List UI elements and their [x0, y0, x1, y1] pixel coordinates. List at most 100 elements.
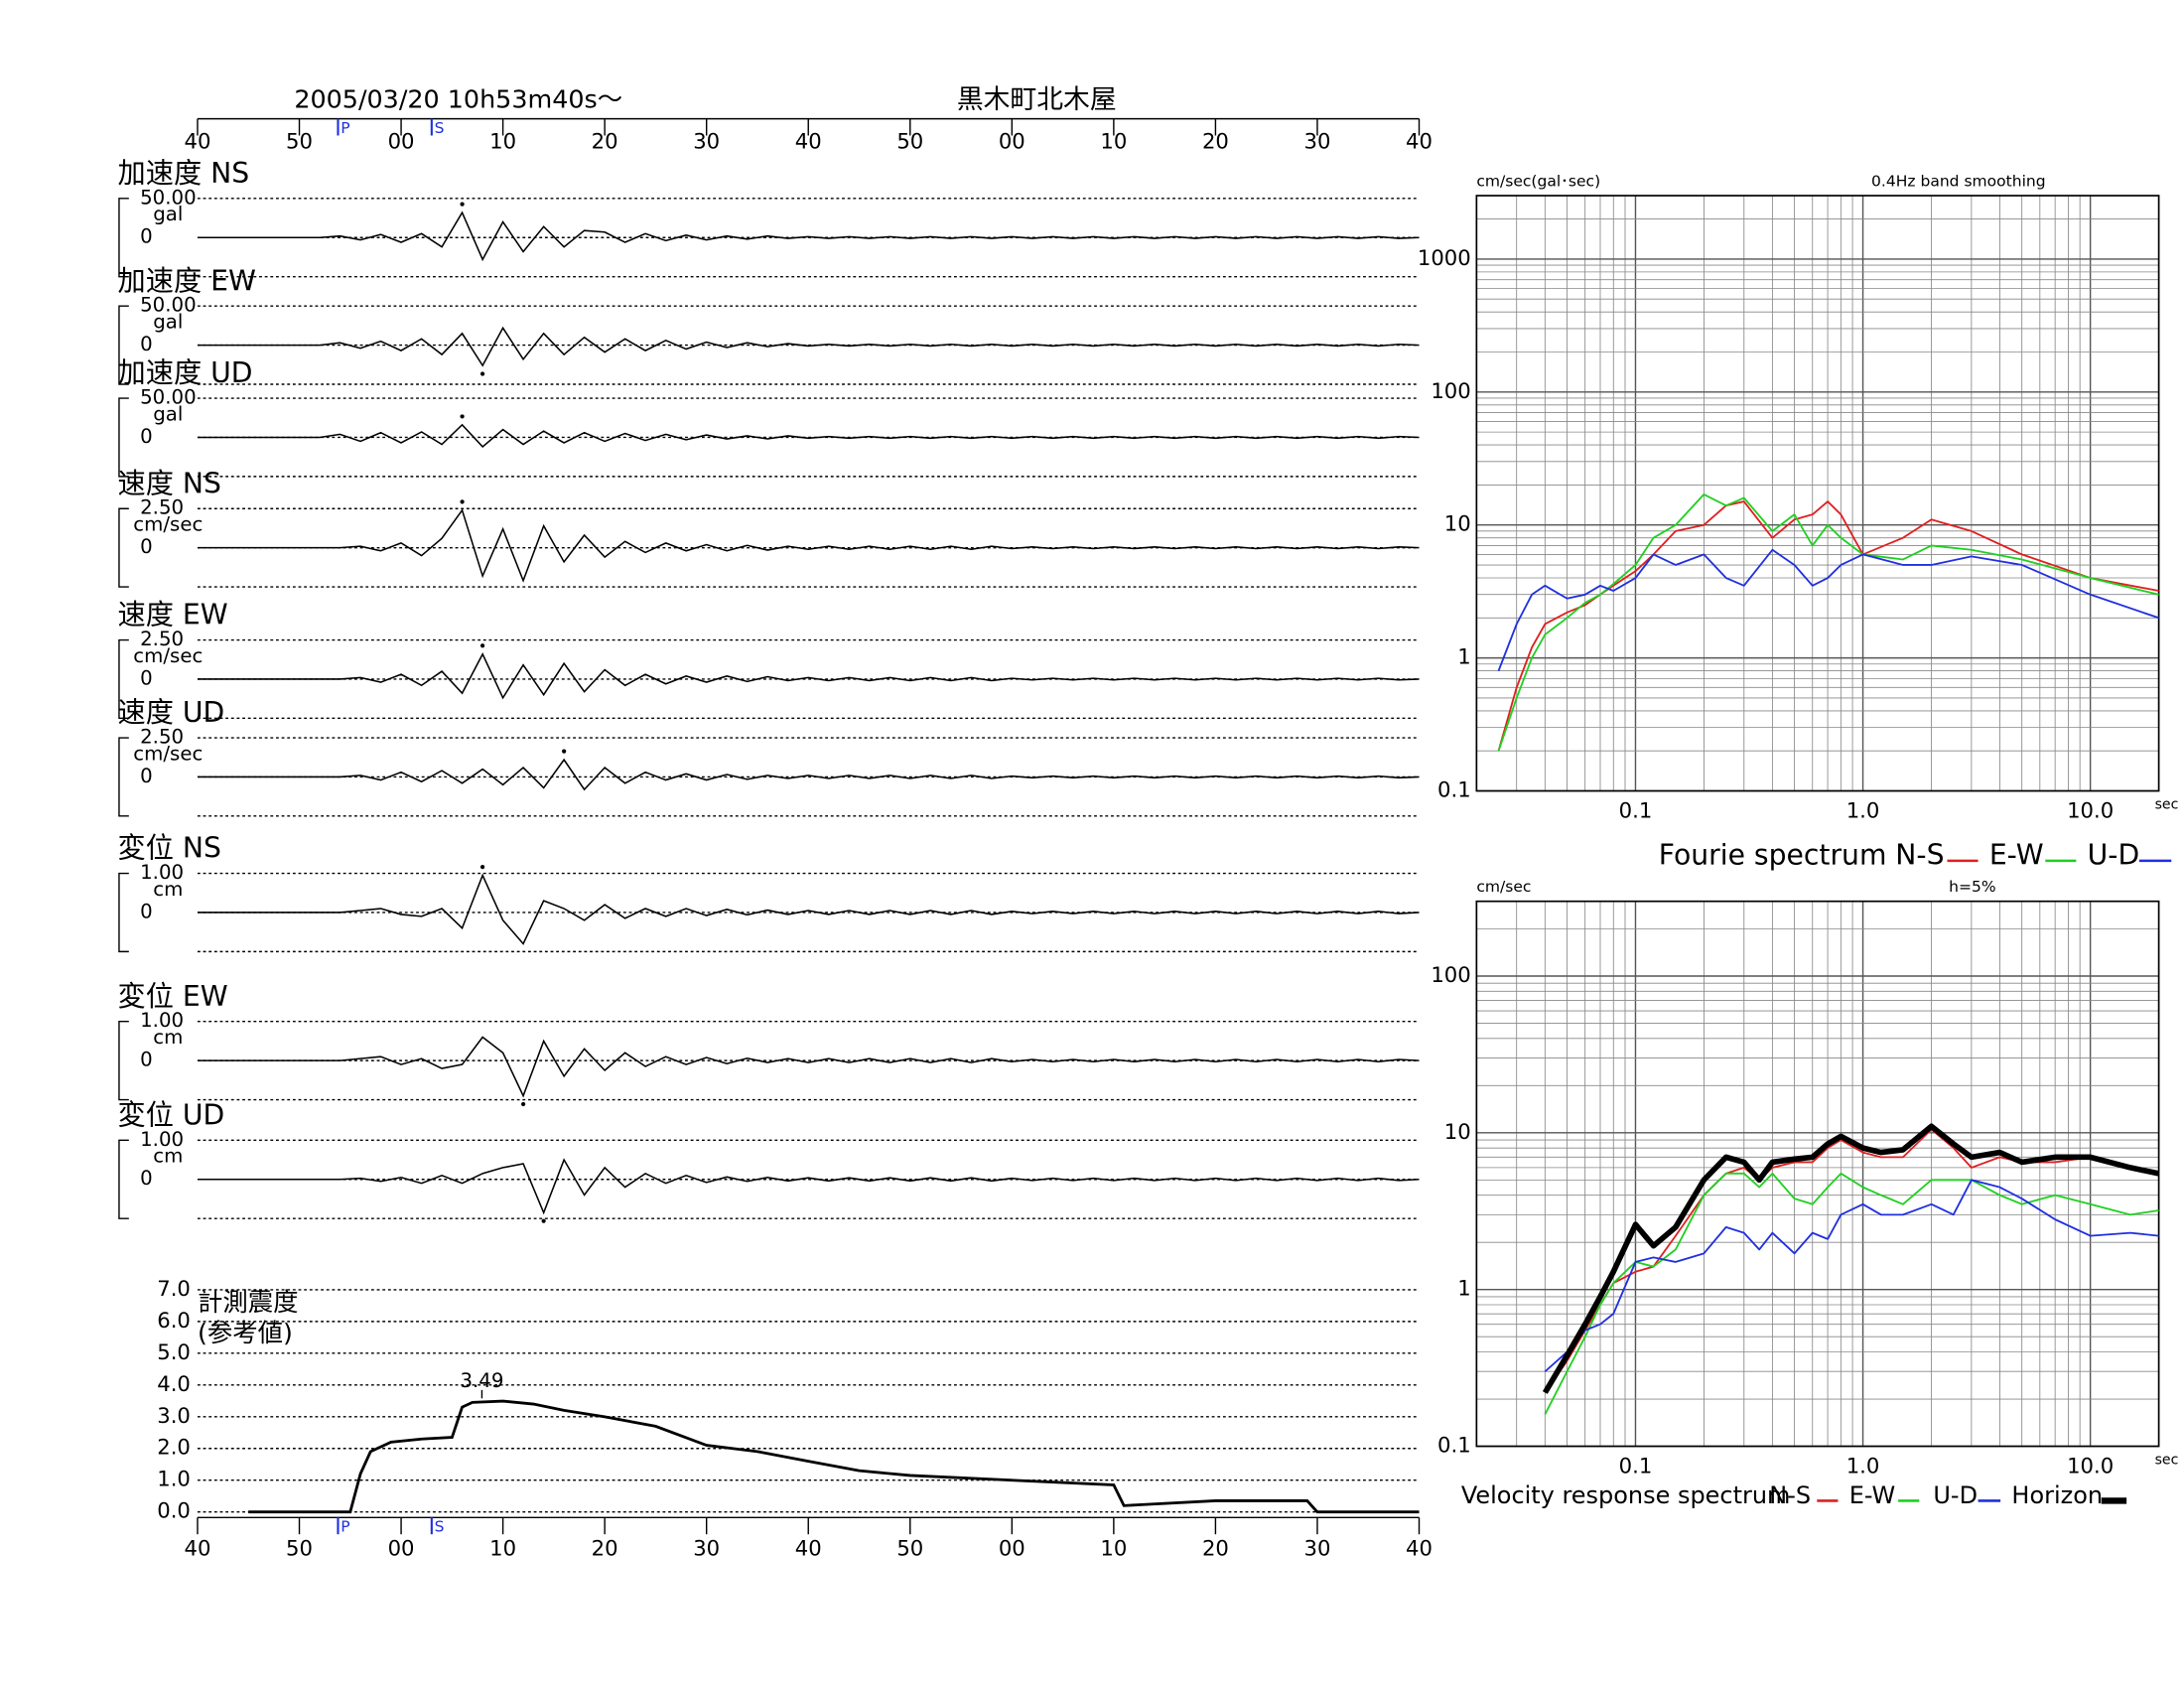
x-tick-label: 10 — [489, 129, 516, 154]
spectrum-line — [1497, 492, 2159, 752]
unit-label: cm — [153, 1145, 183, 1168]
y-axis-label: cm/sec(gal･sec) — [1476, 172, 1600, 190]
y-tick-label: 0 — [140, 1049, 153, 1071]
x-tick-label: 50 — [896, 129, 923, 154]
trace-name: 加速度 UD — [118, 356, 253, 389]
trace-name: 変位 EW — [118, 980, 228, 1013]
spectrum-line — [1497, 548, 2159, 671]
phase-label: S — [435, 1518, 445, 1536]
trace-bracket — [118, 872, 129, 953]
legend-title: Fourie spectrum — [1659, 839, 1887, 872]
y-tick-label: 100 — [1431, 962, 1470, 987]
trace-name: 速度 EW — [118, 599, 228, 632]
trace-bracket — [118, 1021, 129, 1101]
x-tick-label: 30 — [693, 1536, 720, 1561]
waveform — [197, 651, 1420, 700]
y-tick-label: 7.0 — [157, 1276, 191, 1301]
y-tick-label: 10 — [1444, 511, 1471, 536]
trace-name: 加速度 NS — [118, 157, 250, 190]
y-tick-label: 0 — [140, 333, 153, 355]
trace-bracket — [118, 507, 129, 588]
y-tick-label: 2.50 — [140, 496, 184, 519]
spectrum-line — [1544, 1128, 2159, 1394]
x-tick-label: 20 — [592, 129, 618, 154]
x-axis-label: sec — [2155, 1453, 2179, 1469]
station-name: 黒木町北木屋 — [957, 84, 1117, 115]
x-tick-label: 0.1 — [1619, 798, 1653, 823]
trace-bracket — [118, 1139, 129, 1219]
trace-bracket — [118, 638, 129, 720]
legend-label: Horizon — [2011, 1481, 2103, 1509]
x-tick-label: 10.0 — [2067, 1454, 2114, 1478]
trace-bracket — [118, 198, 129, 278]
y-tick-label: 4.0 — [157, 1371, 191, 1396]
y-tick-label: 50.00 — [140, 294, 197, 317]
intensity-title: (参考値) — [198, 1318, 293, 1347]
unit-label: gal — [153, 402, 183, 425]
x-tick-label: 30 — [1303, 1536, 1330, 1561]
waveform — [197, 1036, 1420, 1098]
y-tick-label: 0 — [140, 765, 153, 787]
peak-dot — [520, 1101, 526, 1107]
y-tick-label: 1 — [1457, 1276, 1470, 1301]
x-tick-label: 40 — [795, 1536, 822, 1561]
record-time: 2005/03/20 10h53m40s～ — [294, 83, 622, 113]
x-tick-label: 10 — [1100, 1536, 1127, 1561]
x-tick-label: 10 — [1100, 129, 1127, 154]
legend-label: N-S — [1895, 839, 1944, 872]
x-tick-label: 00 — [999, 1536, 1025, 1561]
x-tick-label: 30 — [693, 129, 720, 154]
phase-label: S — [435, 119, 445, 137]
y-tick-label: 1.00 — [140, 1009, 184, 1032]
x-tick-label: 0.1 — [1619, 1454, 1653, 1478]
unit-label: cm/sec — [133, 742, 203, 765]
y-tick-label: 0 — [140, 535, 153, 558]
trace-name: 変位 UD — [118, 1098, 225, 1131]
peak-dot — [460, 202, 465, 207]
x-tick-label: 40 — [185, 1536, 211, 1561]
x-tick-label: 20 — [1202, 129, 1229, 154]
unit-label: cm — [153, 878, 183, 901]
x-tick-label: 10.0 — [2067, 798, 2114, 823]
trace-name: 速度 UD — [118, 696, 225, 729]
legend-label: E-W — [1989, 839, 2044, 872]
x-tick-label: 20 — [1202, 1536, 1229, 1561]
y-tick-label: 2.50 — [140, 628, 184, 650]
y-tick-label: 50.00 — [140, 386, 197, 409]
x-tick-label: 40 — [1406, 129, 1433, 154]
intensity-line — [248, 1399, 1420, 1514]
waveform — [197, 326, 1420, 367]
y-axis-label: cm/sec — [1476, 878, 1531, 896]
subtitle: 0.4Hz band smoothing — [1871, 172, 2046, 190]
waveform — [197, 758, 1420, 791]
y-tick-label: 2.0 — [157, 1435, 191, 1460]
y-tick-label: 0 — [140, 425, 153, 448]
y-tick-label: 0.0 — [157, 1498, 191, 1523]
y-tick-label: 0.1 — [1437, 777, 1471, 802]
unit-label: cm/sec — [133, 513, 203, 536]
peak-dot — [460, 499, 465, 504]
x-tick-label: 50 — [896, 1536, 923, 1561]
unit-label: cm — [153, 1026, 183, 1049]
y-tick-label: 0 — [140, 1167, 153, 1190]
peak-dot — [562, 749, 567, 754]
y-tick-label: 2.50 — [140, 726, 184, 749]
x-tick-label: 50 — [286, 1536, 313, 1561]
trace-name: 変位 NS — [118, 832, 221, 865]
waveform — [197, 508, 1420, 583]
legend-label: U-D — [1933, 1481, 1978, 1509]
peak-dot — [541, 1218, 546, 1223]
x-tick-label: 1.0 — [1846, 798, 1880, 823]
value-label: 3.49 — [460, 1369, 503, 1392]
y-tick-label: 50.00 — [140, 186, 197, 209]
x-tick-label: 00 — [999, 129, 1025, 154]
phase-label: P — [341, 119, 349, 137]
peak-dot — [479, 371, 485, 376]
y-tick-label: 0 — [140, 900, 153, 922]
intensity-title: 計測震度 — [198, 1287, 299, 1317]
y-tick-label: 3.0 — [157, 1403, 191, 1428]
y-tick-label: 1.0 — [157, 1467, 191, 1491]
